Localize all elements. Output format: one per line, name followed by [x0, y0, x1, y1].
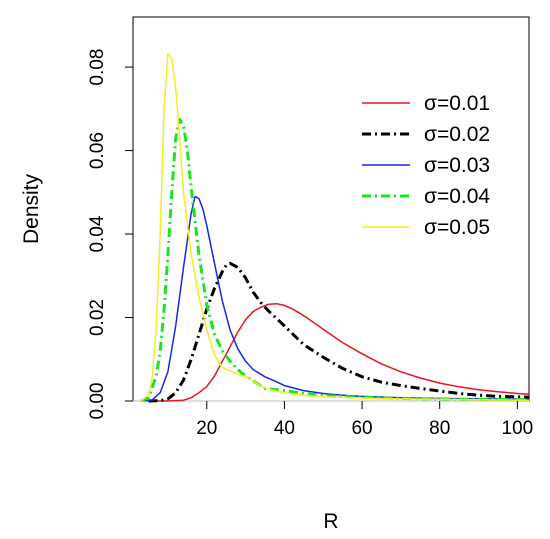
legend-label-3: σ=0.03	[424, 154, 490, 177]
x-axis: 20 40 60 80 100	[196, 401, 533, 439]
y-tick-label-3: 0.06	[87, 132, 108, 169]
y-axis: 0.00 0.02 0.04 0.06 0.08	[87, 49, 133, 420]
y-tick-label-0: 0.00	[87, 383, 108, 420]
x-tick-label-60: 60	[351, 418, 372, 439]
legend-label-2: σ=0.02	[424, 123, 490, 146]
y-tick-label-4: 0.08	[87, 49, 108, 86]
x-axis-title: R	[323, 510, 338, 533]
y-tick-label-1: 0.02	[87, 299, 108, 336]
series-line-1	[148, 302, 530, 402]
series-layer	[140, 52, 530, 403]
series-line-5	[140, 52, 530, 402]
x-tick-label-40: 40	[274, 418, 295, 439]
x-tick-label-80: 80	[429, 418, 450, 439]
series-line-2	[148, 261, 530, 403]
y-tick-label-2: 0.04	[87, 215, 108, 252]
legend: σ=0.01 σ=0.02 σ=0.03 σ=0.04 σ=0.05	[362, 92, 490, 239]
y-axis-title: Density	[20, 173, 43, 244]
legend-label-5: σ=0.05	[424, 216, 490, 239]
x-tick-label-100: 100	[502, 418, 534, 439]
legend-label-4: σ=0.04	[424, 185, 490, 208]
x-tick-label-20: 20	[196, 418, 217, 439]
series-line-4	[140, 117, 530, 403]
legend-label-1: σ=0.01	[424, 92, 490, 115]
